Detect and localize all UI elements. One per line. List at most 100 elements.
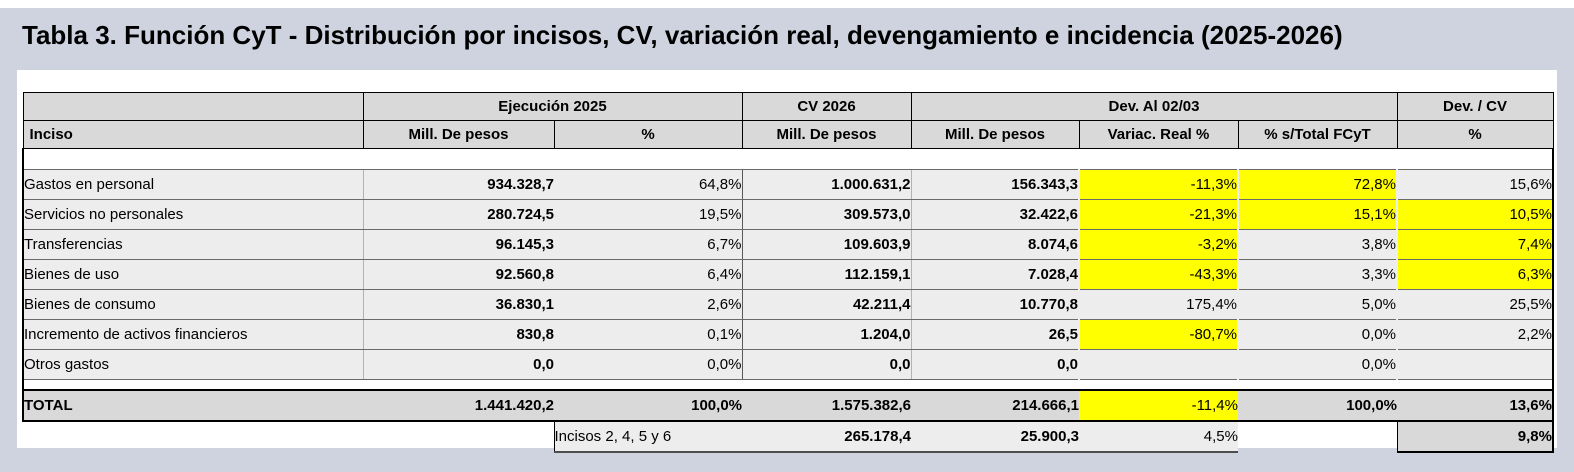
cell-ejec_mill: 830,8 [363, 319, 554, 350]
spacer-cell [1079, 379, 1238, 390]
cell-ejec_mill: 92.560,8 [363, 259, 554, 290]
cell-dev_cv [1397, 349, 1554, 380]
cell-cv_mill: 1.000.631,2 [742, 169, 912, 200]
cell-s_total: 0,0% [1238, 319, 1398, 350]
cell-s_total: 5,0% [1238, 289, 1398, 320]
group-header-cv-2026: CV 2026 [741, 92, 912, 121]
cell-inciso: Bienes de uso [22, 259, 364, 290]
spacer-cell [554, 148, 742, 170]
cell-inciso: Incremento de activos financieros [22, 319, 364, 350]
group-header-dev-cv: Dev. / CV [1396, 92, 1554, 121]
spacer-cell [1397, 148, 1554, 170]
cell-ejec_pct: 0,1% [554, 319, 743, 350]
cell-cv_mill: 109.603,9 [742, 229, 912, 260]
cell-dev_mill: 32.422,6 [911, 199, 1080, 230]
spacer-cell [363, 379, 554, 390]
column-header-dev-cv-pct: % [1396, 120, 1554, 149]
cell-dev_cv: 6,3% [1397, 259, 1554, 290]
cell-cv_mill: 1.204,0 [742, 319, 912, 350]
table-row: Otros gastos 0,0 0,0% 0,0 0,0 0,0% [22, 349, 1554, 380]
cell-cv_mill: 42.211,4 [742, 289, 912, 320]
cell-inciso: Servicios no personales [22, 199, 364, 230]
page-title: Tabla 3. Función CyT - Distribución por … [22, 20, 1343, 50]
spacer-cell [742, 379, 911, 390]
cell-ejec_mill: 934.328,7 [363, 169, 554, 200]
cell-ejec_pct: 100,0% [554, 389, 742, 422]
column-header-ejec-pct: % [553, 120, 743, 149]
cell-ejec_pct: 19,5% [554, 199, 743, 230]
spacer-cell [911, 379, 1079, 390]
cell-cv_mill: 1.575.382,6 [742, 389, 911, 422]
column-header-ejec-mill: Mill. De pesos [362, 120, 555, 149]
cell-ejec_pct: 64,8% [554, 169, 743, 200]
column-header-cv-mill: Mill. De pesos [741, 120, 912, 149]
cell-ejec_mill: 280.724,5 [363, 199, 554, 230]
cell-dev_cv: 2,2% [1397, 319, 1554, 350]
corner-cell [22, 92, 364, 121]
cell-variac: -11,4% [1079, 389, 1238, 422]
cell-footer-label: Incisos 2, 4, 5 y 6 [553, 421, 742, 453]
cell-variac: -80,7% [1079, 319, 1239, 350]
total-row: TOTAL 1.441.420,2 100,0% 1.575.382,6 214.666… [22, 389, 1554, 422]
cell-inciso: Otros gastos [22, 349, 364, 380]
table-row: Bienes de uso 92.560,8 6,4% 112.159,1 7.028,… [22, 259, 1554, 290]
cell-inciso: Gastos en personal [22, 169, 364, 200]
cell-variac: -11,3% [1079, 169, 1239, 200]
cell-inciso: TOTAL [22, 389, 363, 422]
cell-dev_cv: 25,5% [1397, 289, 1554, 320]
cell-dev_cv: 13,6% [1397, 389, 1554, 422]
table-group-header-row: Ejecución 2025 CV 2026 Dev. Al 02/03 Dev… [22, 92, 1554, 121]
cell-dev_mill: 25.900,3 [911, 421, 1079, 453]
table-row: Incremento de activos financieros 830,8 0,… [22, 319, 1554, 350]
cell-ejec_pct: 6,7% [554, 229, 743, 260]
column-header-variac-real: Variac. Real % [1078, 120, 1239, 149]
cell-dev_mill: 214.666,1 [911, 389, 1079, 422]
cell-s_total: 15,1% [1238, 199, 1398, 230]
table-row: Transferencias 96.145,3 6,7% 109.603,9 8.074… [22, 229, 1554, 260]
cell-dev_mill: 0,0 [911, 349, 1080, 380]
spacer-cell [911, 148, 1079, 170]
data-table: Ejecución 2025 CV 2026 Dev. Al 02/03 Dev… [22, 92, 1554, 453]
cell-variac: -21,3% [1079, 199, 1239, 230]
cell-cv_mill: 265.178,4 [742, 421, 911, 453]
column-header-dev-mill: Mill. De pesos [910, 120, 1080, 149]
cell-dev_cv: 7,4% [1397, 229, 1554, 260]
cell-cv_mill: 112.159,1 [742, 259, 912, 290]
cell-ejec_mill: 1.441.420,2 [363, 389, 554, 422]
cell-empty [23, 421, 363, 452]
spacer-cell [554, 379, 742, 390]
spacer-cell [363, 148, 554, 170]
cell-variac: -3,2% [1079, 229, 1239, 260]
table-row: Servicios no personales 280.724,5 19,5% 309… [22, 199, 1554, 230]
cell-dev_mill: 7.028,4 [911, 259, 1080, 290]
column-header-inciso: Inciso [22, 120, 364, 149]
cell-cv_mill: 309.573,0 [742, 199, 912, 230]
cell-inciso: Transferencias [22, 229, 364, 260]
cell-ejec_mill: 0,0 [363, 349, 554, 380]
spacer-cell [1079, 148, 1238, 170]
cell-s_total: 100,0% [1238, 389, 1397, 422]
cell-s_total: 72,8% [1238, 169, 1398, 200]
cell-cv_mill: 0,0 [742, 349, 912, 380]
column-header-s-total-fcyt: % s/Total FCyT [1237, 120, 1398, 149]
cell-ejec_pct: 2,6% [554, 289, 743, 320]
cell-dev_cv: 10,5% [1397, 199, 1554, 230]
cell-s_total: 0,0% [1238, 349, 1398, 380]
footer-row: Incisos 2, 4, 5 y 6 265.178,4 25.900,3 4,5%… [23, 421, 1554, 453]
spacer-cell [1238, 148, 1397, 170]
cell-variac: 4,5% [1079, 421, 1238, 453]
spacer-cell [22, 379, 363, 390]
cell-inciso: Bienes de consumo [22, 289, 364, 320]
spacer-cell [1397, 379, 1554, 390]
table-row: Bienes de consumo 36.830,1 2,6% 42.211,4 10.… [22, 289, 1554, 320]
cell-empty [1238, 421, 1397, 452]
cell-variac [1079, 349, 1239, 380]
group-header-dev-al-0203: Dev. Al 02/03 [910, 92, 1398, 121]
cell-ejec_mill: 36.830,1 [363, 289, 554, 320]
spacer-row [22, 148, 1554, 170]
cell-dev_cv: 15,6% [1397, 169, 1554, 200]
cell-dev_mill: 156.343,3 [911, 169, 1080, 200]
spacer-cell [742, 148, 911, 170]
cell-dev_mill: 26,5 [911, 319, 1080, 350]
cell-variac: 175,4% [1079, 289, 1239, 320]
